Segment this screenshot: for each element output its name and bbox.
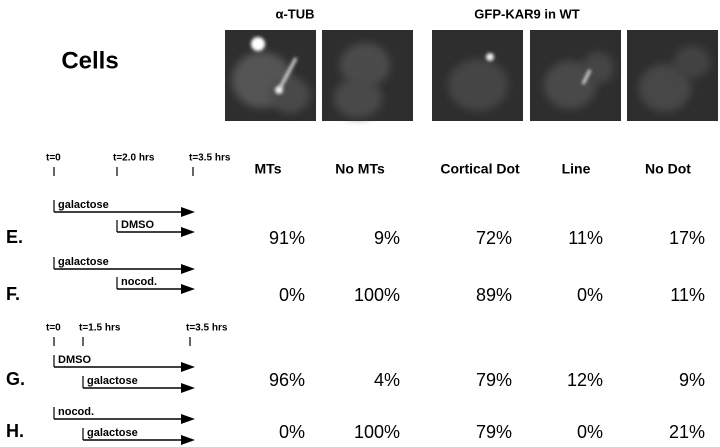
percentage: 11%: [670, 285, 705, 305]
micrograph: [322, 30, 413, 121]
percentage: 0%: [279, 422, 305, 442]
cells-label: Cells: [61, 47, 118, 74]
arrow-head: [181, 435, 195, 445]
row-label: G.: [6, 369, 25, 389]
percentage: 79%: [476, 370, 512, 390]
arrow-head: [181, 227, 195, 237]
percentage: 79%: [476, 422, 512, 442]
arrow-label: DMSO: [121, 219, 154, 231]
column-header: MTs: [255, 161, 282, 177]
percentage: 0%: [577, 422, 603, 442]
arrow-label: galactose: [58, 256, 109, 268]
arrow-label: galactose: [87, 427, 138, 439]
percentage: 12%: [567, 370, 603, 390]
percentage: 9%: [374, 228, 400, 248]
row-label: F.: [6, 284, 20, 304]
arrow-head: [181, 284, 195, 294]
percentage: 91%: [269, 228, 305, 248]
arrow-label: galactose: [87, 375, 138, 387]
column-header: No Dot: [645, 161, 691, 177]
timeline-label: t=0: [46, 153, 61, 164]
arrow-head: [181, 414, 195, 424]
percentage: 11%: [568, 228, 603, 248]
arrow-label: galactose: [58, 199, 109, 211]
arrow-head: [181, 207, 195, 217]
micrograph: [530, 30, 621, 121]
timeline-label: t=0: [46, 323, 61, 334]
arrow-label: nocod.: [58, 406, 94, 418]
column-header: No MTs: [335, 161, 385, 177]
row-label: H.: [6, 421, 24, 441]
micrograph: [225, 30, 316, 121]
arrow-head: [181, 362, 195, 372]
arrow-head: [181, 383, 195, 393]
percentage: 0%: [577, 285, 603, 305]
percentage: 72%: [476, 228, 512, 248]
arrow-head: [181, 264, 195, 274]
micrograph: [627, 30, 718, 121]
timeline-label: t=3.5 hrs: [186, 323, 228, 334]
timeline-label: t=2.0 hrs: [113, 153, 155, 164]
timeline-label: t=1.5 hrs: [79, 323, 121, 334]
column-header: Cortical Dot: [440, 161, 520, 177]
arrow-label: DMSO: [58, 354, 91, 366]
percentage: 100%: [354, 422, 400, 442]
percentage: 9%: [679, 370, 705, 390]
header-alpha-tub: α-TUB: [275, 6, 314, 21]
row-label: E.: [6, 227, 23, 247]
header-gfp-kar9: GFP-KAR9 in WT: [474, 6, 579, 21]
percentage: 0%: [279, 285, 305, 305]
timeline-label: t=3.5 hrs: [189, 153, 231, 164]
percentage: 17%: [669, 228, 705, 248]
micrograph: [432, 30, 523, 121]
column-header: Line: [562, 161, 591, 177]
percentage: 96%: [269, 370, 305, 390]
percentage: 89%: [476, 285, 512, 305]
percentage: 4%: [374, 370, 400, 390]
percentage: 21%: [669, 422, 705, 442]
percentage: 100%: [354, 285, 400, 305]
arrow-label: nocod.: [121, 276, 157, 288]
